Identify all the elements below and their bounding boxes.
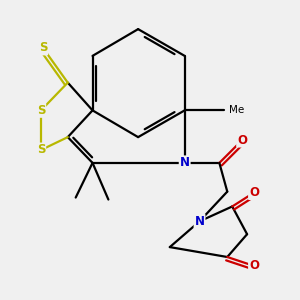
Text: S: S xyxy=(39,41,47,55)
Text: S: S xyxy=(37,143,45,157)
Text: Me: Me xyxy=(229,105,244,116)
Text: N: N xyxy=(194,215,205,228)
Text: S: S xyxy=(37,104,45,117)
Text: O: O xyxy=(237,134,247,147)
Text: O: O xyxy=(249,186,259,199)
Text: O: O xyxy=(249,260,259,272)
Text: N: N xyxy=(180,156,190,170)
